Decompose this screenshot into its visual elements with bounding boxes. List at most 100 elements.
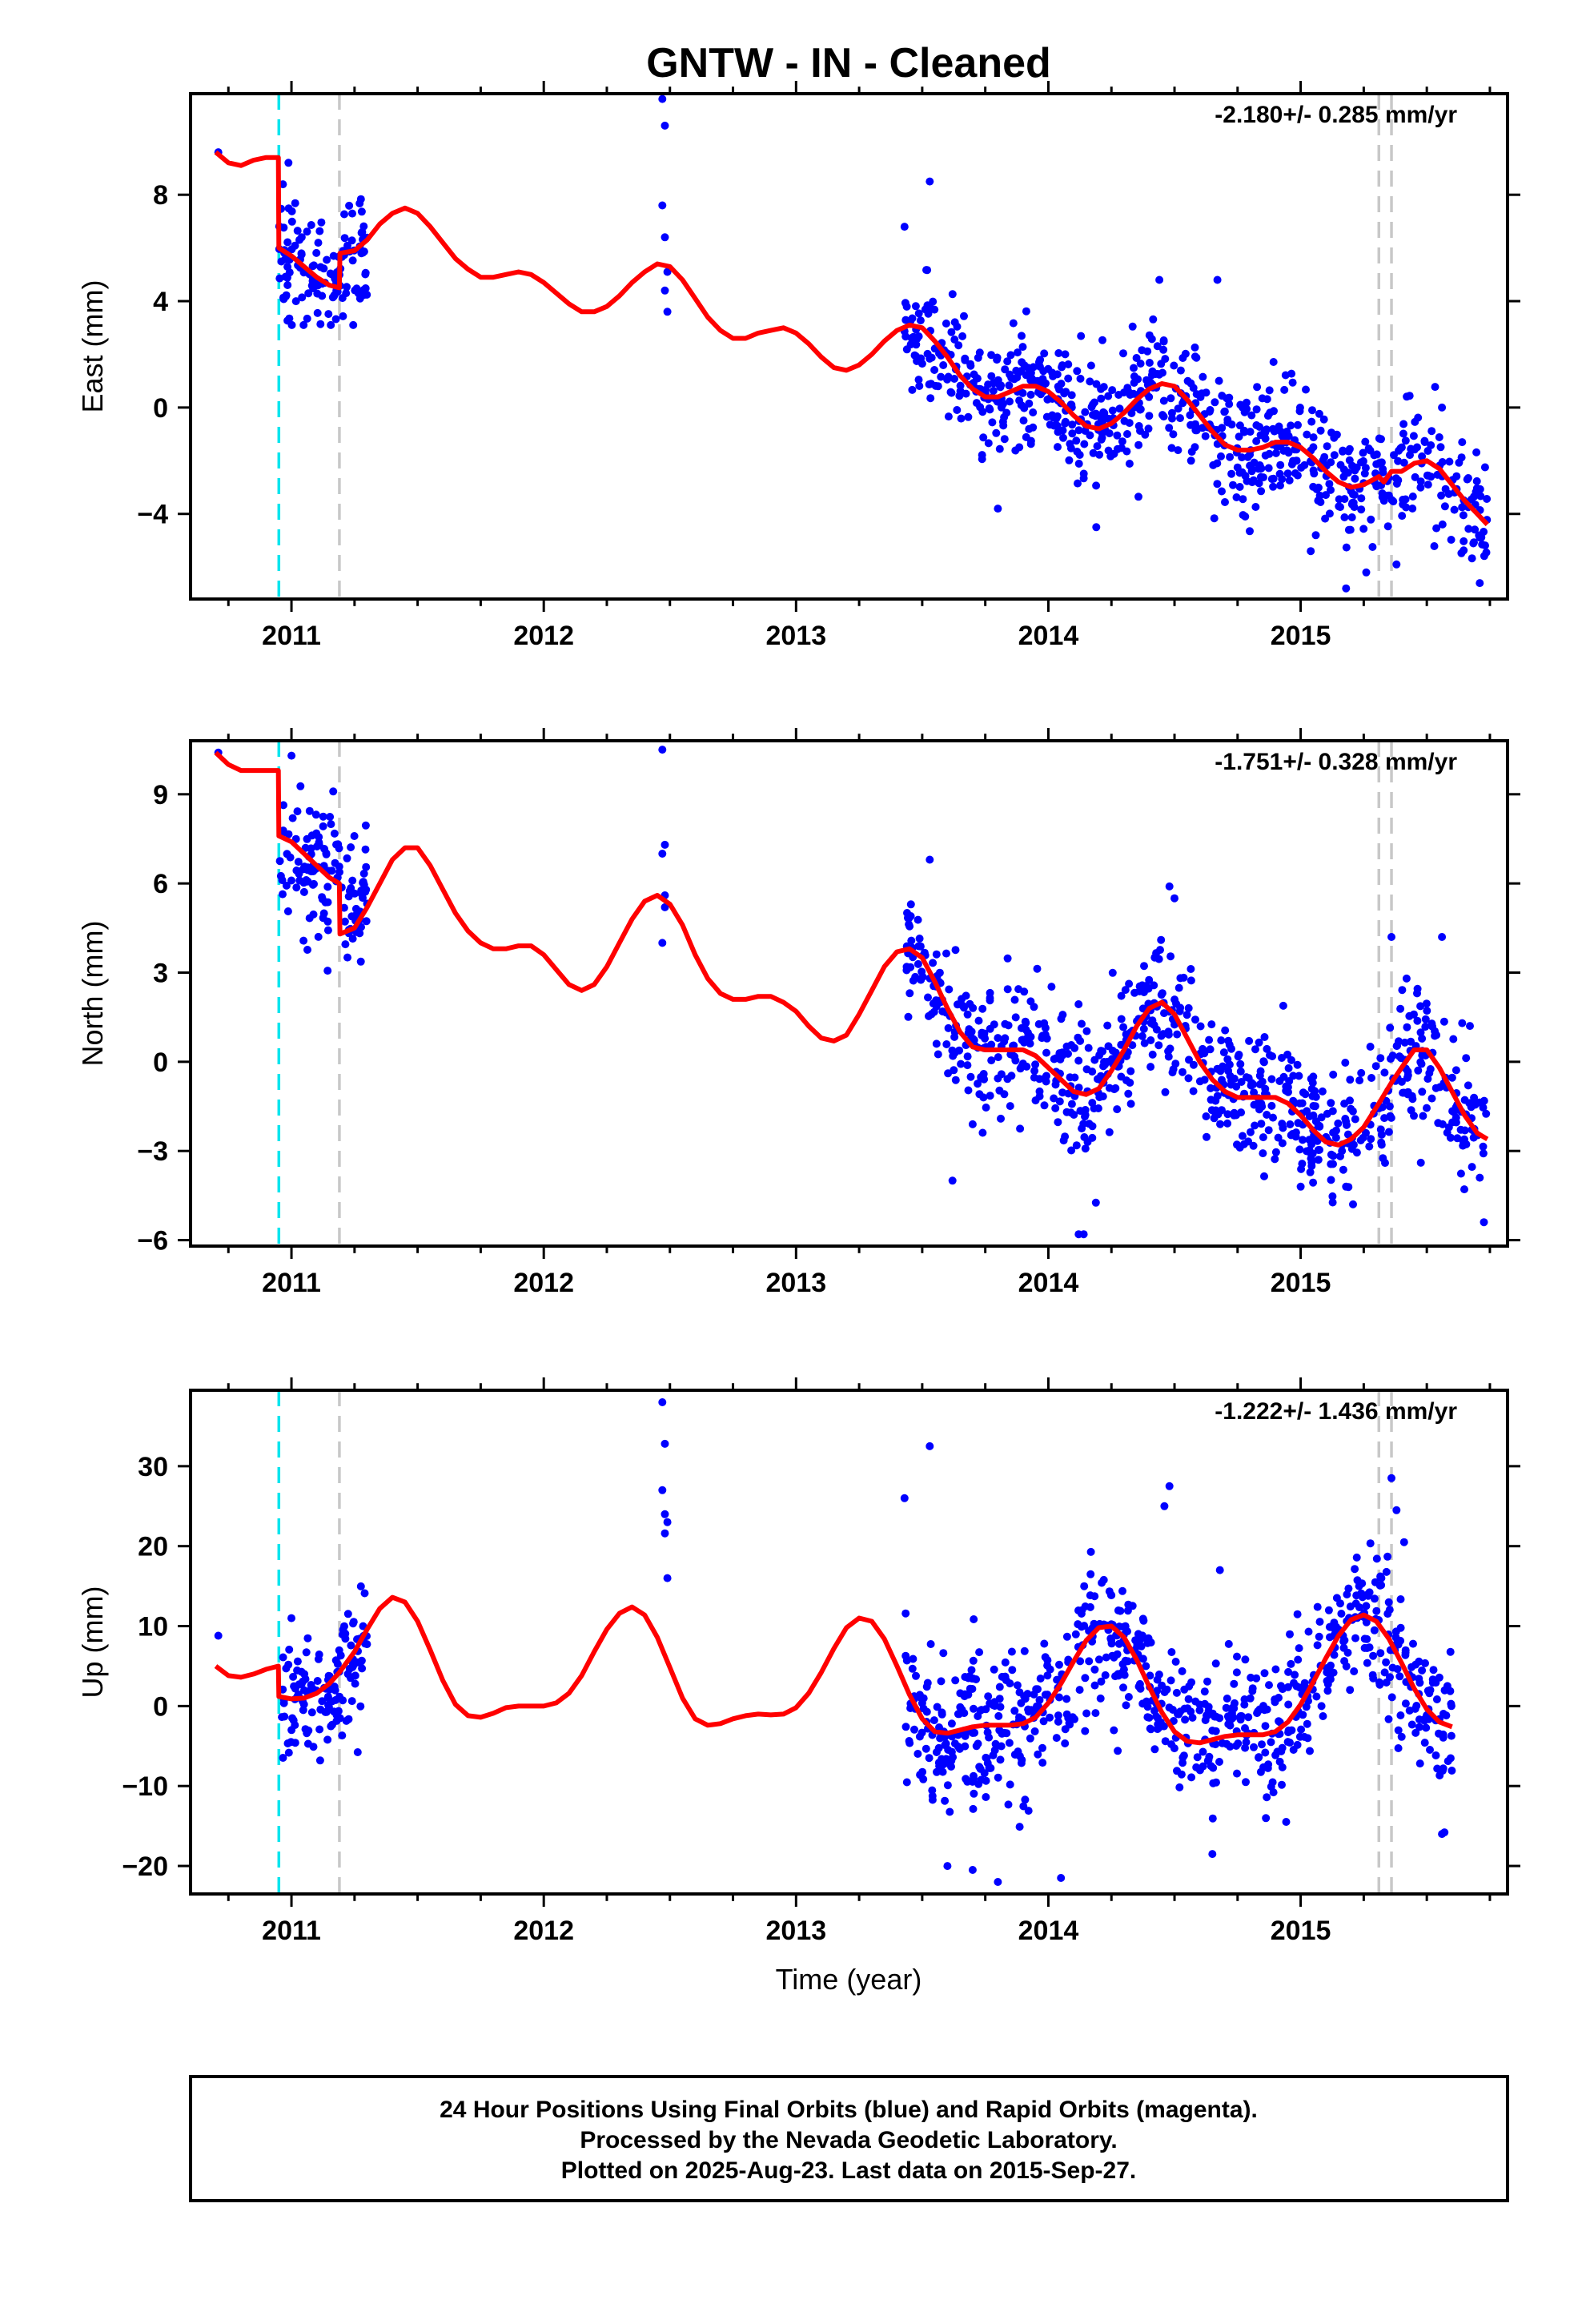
data-point (1316, 426, 1325, 435)
data-point (1230, 1108, 1239, 1117)
data-point (279, 801, 287, 810)
data-point (994, 1034, 1002, 1043)
data-point (1236, 1059, 1245, 1068)
data-point (1014, 348, 1022, 357)
data-point (901, 316, 910, 324)
data-point (1046, 420, 1054, 429)
data-point (356, 957, 365, 966)
data-point (1334, 1119, 1343, 1128)
data-point (1326, 1633, 1334, 1642)
data-point (1051, 1104, 1060, 1112)
data-point (1158, 1681, 1166, 1690)
data-point (1187, 1678, 1196, 1687)
data-point (1330, 1651, 1339, 1659)
data-point (1383, 1610, 1392, 1618)
data-point (1174, 983, 1183, 992)
data-point (987, 1040, 996, 1049)
data-point (947, 388, 956, 397)
data-point (1251, 503, 1260, 511)
data-point (1074, 479, 1082, 488)
data-point (1239, 426, 1248, 435)
data-point (945, 985, 954, 994)
data-point (1075, 451, 1084, 459)
data-point (1468, 554, 1476, 563)
data-point (974, 1712, 982, 1720)
data-point (1355, 1076, 1364, 1085)
data-point (1141, 430, 1150, 439)
data-point (989, 1751, 998, 1759)
data-point (1423, 1075, 1432, 1084)
data-point (1372, 1554, 1381, 1563)
data-point (1361, 437, 1370, 446)
data-point (1460, 546, 1468, 555)
data-point (1044, 364, 1053, 373)
data-point (1042, 1048, 1050, 1057)
data-point (303, 1634, 312, 1642)
data-point (1081, 1674, 1090, 1683)
x-tick-label: 2011 (262, 621, 321, 651)
rate-label: -2.180+/- 0.285 mm/yr (1215, 102, 1457, 128)
data-point (1267, 1738, 1275, 1747)
data-point (1134, 422, 1143, 430)
data-point (1210, 514, 1219, 523)
data-point (966, 999, 974, 1008)
y-tick-label: 0 (153, 1691, 168, 1722)
data-point (905, 1737, 913, 1745)
data-point (947, 1719, 956, 1728)
data-point (1134, 440, 1143, 449)
x-tick-label: 2012 (513, 621, 574, 651)
data-point (1387, 1474, 1395, 1482)
data-point (948, 290, 957, 299)
data-point (1409, 1639, 1417, 1648)
data-point (964, 1028, 973, 1037)
data-point (1042, 379, 1050, 388)
data-point (1458, 438, 1467, 447)
data-point (293, 227, 302, 235)
data-point (1256, 431, 1265, 440)
data-point (1067, 1146, 1076, 1155)
data-point (1421, 1659, 1429, 1667)
data-point (909, 1655, 917, 1663)
data-point (1456, 1169, 1465, 1178)
data-point (1258, 394, 1267, 403)
data-point (942, 320, 950, 328)
data-point (1177, 1770, 1186, 1779)
data-point (1447, 1731, 1456, 1740)
data-point (291, 1684, 299, 1693)
data-point (284, 1660, 293, 1669)
data-point (1332, 1126, 1340, 1135)
data-point (1180, 1685, 1189, 1694)
data-point (1038, 1759, 1047, 1767)
data-point (1011, 1056, 1020, 1065)
data-point (1150, 1021, 1158, 1029)
data-point (1446, 1647, 1455, 1656)
data-point (1268, 1778, 1277, 1787)
data-point (994, 1711, 1003, 1720)
data-point (1118, 437, 1126, 446)
y-tick-label: 0 (153, 393, 168, 424)
data-point (901, 1723, 910, 1731)
data-point (339, 1696, 347, 1705)
data-point (299, 1686, 308, 1695)
data-point (1423, 480, 1432, 489)
data-point (1307, 417, 1316, 426)
data-point (1075, 1686, 1084, 1695)
data-point (1271, 1751, 1280, 1759)
data-point (1203, 1677, 1211, 1686)
x-tick-label: 2015 (1271, 1268, 1331, 1298)
data-point (1124, 1089, 1133, 1098)
data-point (1288, 378, 1297, 387)
data-point (1423, 1007, 1431, 1015)
data-point (319, 264, 328, 273)
data-point (345, 201, 354, 210)
data-point (911, 302, 920, 311)
x-axis-label: Time (year) (776, 1963, 922, 1996)
data-point (1020, 404, 1029, 412)
data-point (1343, 468, 1352, 477)
data-point (1351, 1634, 1359, 1642)
data-point (1418, 1034, 1427, 1043)
data-point (1418, 1666, 1427, 1675)
data-point (1458, 503, 1467, 512)
data-point (1392, 1506, 1401, 1514)
up-panel: 2011 2012 2013 2014 2015 −20 −10 0 10 20 30 Up (mm)… (76, 1377, 1520, 1946)
